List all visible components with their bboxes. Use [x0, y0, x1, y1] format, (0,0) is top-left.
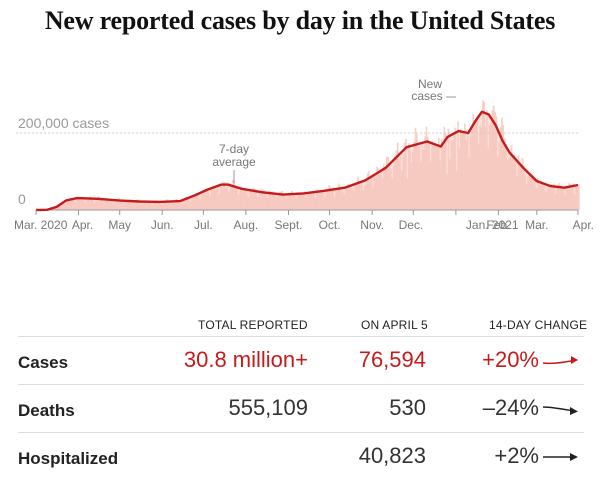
deaths-on-date: 530	[389, 395, 426, 420]
cases-on-date: 76,594	[358, 347, 426, 372]
x-tick-label: Dec.	[399, 218, 424, 232]
row-label-cases: Cases	[18, 353, 69, 372]
x-tick-label: Jul.	[194, 218, 213, 232]
x-tick-label: Mar.	[525, 218, 548, 232]
trend-up-arrow-icon	[542, 356, 578, 365]
annotation-avg-line1: 7-day	[219, 142, 249, 156]
x-tick-label: Jun.	[151, 218, 174, 232]
x-tick-label: Apr.	[573, 218, 594, 232]
x-tick-label: Jan. 2021	[466, 218, 519, 232]
cases-chart: 200,000 cases 0 Mar. 2020 Apr. May Jun. Jul.…	[14, 77, 594, 232]
annotation-bars-line1: New	[418, 77, 442, 91]
seven-day-average-line	[35, 110, 579, 212]
cases-change: +20%	[482, 347, 539, 372]
row-hospitalized: Hospitalized 40,823 +2%	[18, 432, 584, 481]
x-tick-label: Mar. 2020	[14, 218, 68, 232]
x-tick-label: Apr.	[72, 218, 93, 232]
chart-title: New reported cases by day in the United …	[44, 6, 556, 35]
y-label-200k: 200,000 cases	[18, 115, 109, 131]
x-tick-label: May	[108, 218, 131, 232]
x-axis-ticks: Mar. 2020 Apr. May Jun. Jul. Aug. Sept. Oct. Nov…	[14, 210, 594, 232]
row-cases: Cases 30.8 million+ 76,594 +20%	[18, 336, 584, 385]
annotation-avg-line2: average	[212, 155, 256, 169]
deaths-change: –24%	[482, 395, 539, 420]
deaths-total: 555,109	[228, 395, 308, 420]
x-tick-label: Sept.	[274, 218, 302, 232]
y-label-zero: 0	[18, 191, 26, 207]
hospitalized-on-date: 40,823	[358, 443, 426, 468]
header-on-date: ON APRIL 5	[361, 318, 428, 332]
daily-case-bar	[578, 184, 580, 210]
x-tick-label: Nov.	[360, 218, 384, 232]
average-area-fill	[36, 111, 578, 210]
trend-flat-arrow-icon	[543, 453, 578, 461]
header-14-day-change: 14-DAY CHANGE	[489, 318, 588, 332]
annotation-bars-line2: cases	[411, 89, 442, 103]
cases-total: 30.8 million+	[183, 347, 308, 372]
x-tick-label: Feb.	[486, 218, 510, 232]
row-deaths: Deaths 555,109 530 –24%	[18, 384, 584, 433]
trend-down-arrow-icon	[542, 406, 578, 415]
header-total-reported: TOTAL REPORTED	[198, 318, 308, 332]
x-tick-label: Aug.	[234, 218, 259, 232]
hospitalized-change: +2%	[494, 443, 539, 468]
row-label-deaths: Deaths	[18, 401, 75, 420]
row-label-hospitalized: Hospitalized	[18, 449, 119, 468]
x-tick-label: Oct.	[319, 218, 341, 232]
